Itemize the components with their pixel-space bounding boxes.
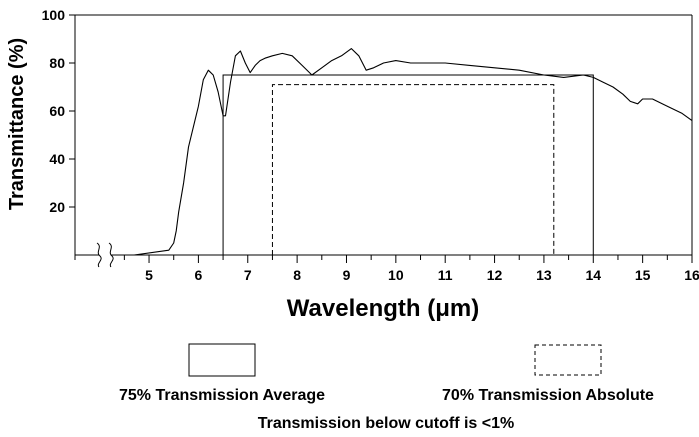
y-tick-label: 20 (49, 199, 65, 215)
x-axis-title: Wavelength (μm) (287, 295, 479, 322)
x-tick-label: 5 (145, 267, 153, 283)
legend-label-absolute: 70% Transmission Absolute (442, 387, 654, 404)
x-tick-label: 9 (343, 267, 351, 283)
x-tick-label: 6 (195, 267, 203, 283)
x-tick-label: 12 (487, 267, 503, 283)
y-tick-label: 60 (49, 103, 65, 119)
y-axis-title: Transmittance (%) (6, 38, 28, 210)
x-tick-label: 8 (293, 267, 301, 283)
legend-swatch-dashed (534, 344, 602, 376)
y-tick-label: 100 (42, 7, 66, 23)
transmission-rectangles (222, 74, 594, 255)
x-tick-label: 16 (684, 267, 699, 283)
absolute-transmission-box (271, 84, 555, 255)
transmittance-curve-group (134, 48, 693, 256)
x-tick-label: 10 (388, 267, 404, 283)
axis-break-icon (96, 242, 114, 268)
x-axis-ticks: 5 6 7 8 9 10 11 12 13 14 15 16 (74, 255, 699, 283)
legend-label-average: 75% Transmission Average (119, 387, 325, 404)
y-axis-ticks: 20 40 60 80 100 (42, 7, 75, 215)
transmittance-curve (134, 48, 693, 256)
average-transmission-box (222, 74, 594, 255)
x-tick-label: 15 (635, 267, 651, 283)
footnote-cutoff: Transmission below cutoff is <1% (258, 415, 515, 432)
x-tick-label: 14 (585, 267, 601, 283)
legend-swatch-solid (188, 343, 256, 377)
y-tick-label: 80 (49, 55, 65, 71)
x-tick-label: 11 (438, 267, 453, 283)
x-tick-label: 7 (244, 267, 252, 283)
x-tick-label: 13 (536, 267, 552, 283)
y-tick-label: 40 (49, 151, 65, 167)
